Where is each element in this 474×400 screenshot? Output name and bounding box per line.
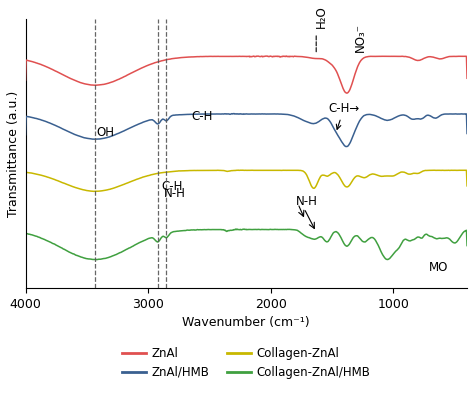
Text: C-H: C-H: [191, 110, 212, 123]
Text: C-H: C-H: [162, 180, 183, 193]
Text: H₂O: H₂O: [315, 6, 328, 28]
X-axis label: Wavenumber (cm⁻¹): Wavenumber (cm⁻¹): [182, 316, 310, 329]
Text: NO₃⁻: NO₃⁻: [354, 23, 367, 52]
Legend: ZnAl, ZnAl/HMB, Collagen-ZnAl, Collagen-ZnAl/HMB: ZnAl, ZnAl/HMB, Collagen-ZnAl, Collagen-…: [117, 342, 375, 384]
Text: OH: OH: [96, 126, 114, 139]
Text: N-H: N-H: [296, 194, 318, 208]
Y-axis label: Transmittance (a.u.): Transmittance (a.u.): [7, 90, 20, 216]
Text: C-H→: C-H→: [328, 102, 360, 129]
Text: MO: MO: [429, 261, 448, 274]
Text: N-H: N-H: [164, 187, 186, 200]
